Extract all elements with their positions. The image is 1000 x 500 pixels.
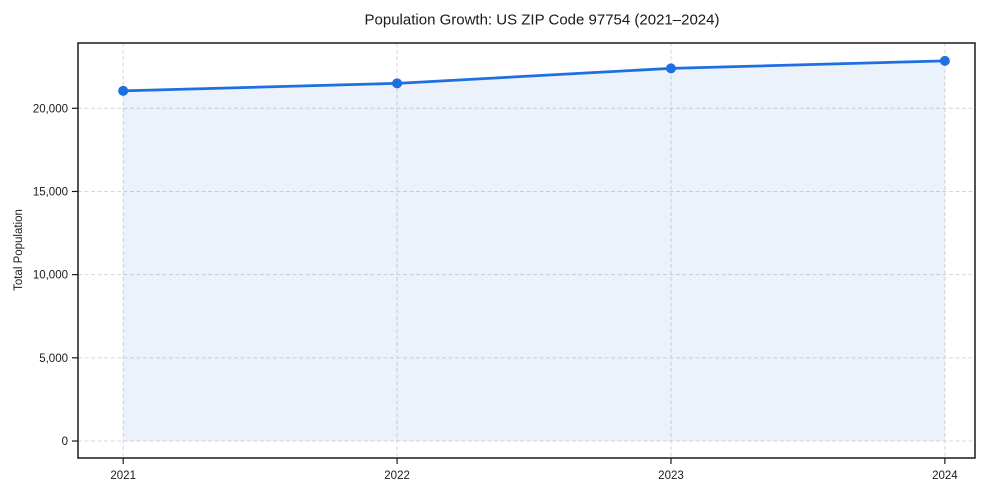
series-line — [121, 59, 947, 93]
data-point-marker — [392, 78, 403, 89]
data-point-marker — [939, 55, 950, 66]
data-points — [118, 55, 950, 96]
x-axis-ticks: 2021 2022 2023 2024 — [110, 458, 958, 482]
y-tick-label: 0 — [62, 436, 68, 448]
y-tick-label: 10,000 — [33, 270, 68, 282]
data-point-marker — [118, 85, 129, 96]
x-tick-label: 2023 — [658, 470, 684, 482]
y-tick-label: 5,000 — [39, 353, 68, 365]
x-tick-label: 2021 — [110, 470, 136, 482]
y-tick-label: 20,000 — [33, 103, 68, 115]
area-fill — [123, 60, 945, 441]
y-axis-ticks: 0 5,000 10,000 15,000 20,000 — [33, 103, 78, 448]
y-tick-label: 15,000 — [33, 186, 68, 198]
plot-frame — [77, 42, 976, 459]
grid-lines — [78, 43, 975, 458]
data-point-marker — [665, 63, 676, 74]
chart-title: Population Growth: US ZIP Code 97754 (20… — [364, 11, 720, 29]
x-tick-label: 2022 — [384, 470, 410, 482]
y-axis-title: Total Population — [13, 209, 25, 291]
x-tick-label: 2024 — [932, 470, 958, 482]
